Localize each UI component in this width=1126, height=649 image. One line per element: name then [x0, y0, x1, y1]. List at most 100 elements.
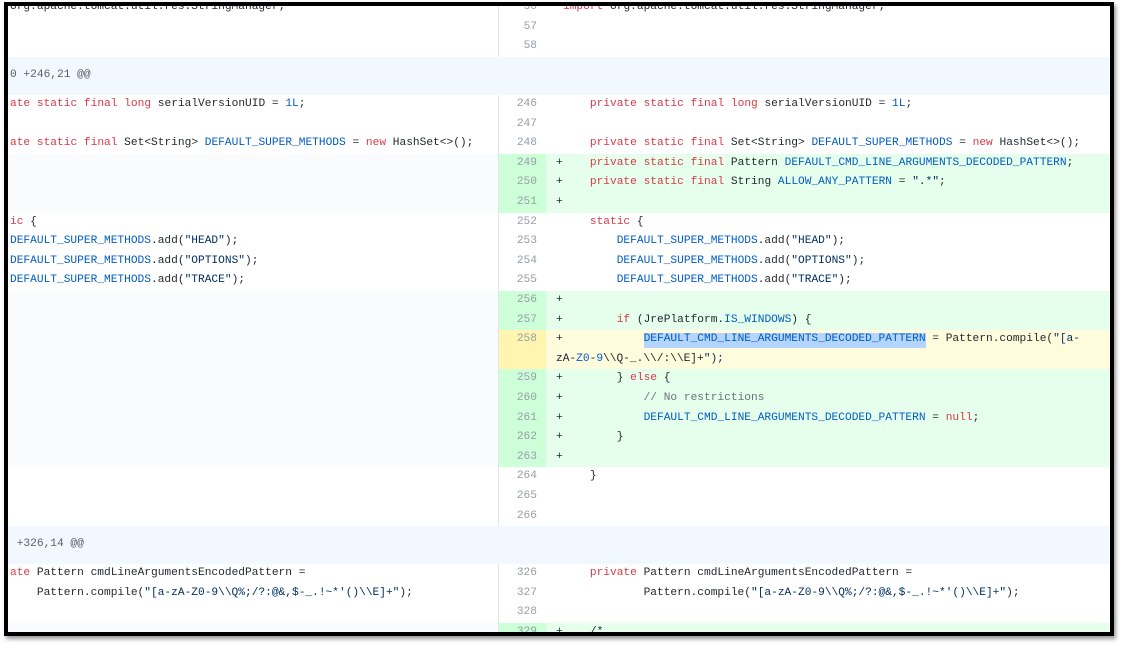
line-gutter: 255 — [498, 271, 546, 291]
line-number: 326 — [516, 567, 537, 580]
line-number: 266 — [516, 509, 537, 522]
line-gutter: 257 — [498, 310, 546, 331]
left-pane — [8, 447, 498, 468]
left-code: Pattern.compile("[a-zA-Z0-9\\Q%;/?:@&,$-… — [10, 586, 413, 599]
line-number: 252 — [516, 215, 537, 228]
left-pane: ate static final Set<String> DEFAULT_SUP… — [8, 134, 498, 154]
right-code: // No restrictions — [643, 392, 765, 404]
right-pane: private static final Set<String> DEFAULT… — [546, 134, 1110, 154]
diff-marker: + — [556, 176, 563, 189]
line-number: 247 — [516, 117, 537, 130]
line-gutter: 58 — [498, 37, 546, 57]
line-gutter: 253 — [498, 232, 546, 252]
text-selection — [643, 332, 926, 348]
line-number: 262 — [516, 431, 537, 444]
line-number: 254 — [516, 254, 537, 267]
diff-row: ate Pattern cmdLineArgumentsEncodedPatte… — [8, 564, 1110, 584]
diff-marker: + — [556, 196, 563, 208]
right-code: private Pattern cmdLineArgumentsEncodedP… — [589, 567, 913, 580]
right-pane — [546, 506, 1110, 527]
line-number: 58 — [523, 40, 537, 53]
right-code: private static final String ALLOW_ANY_PA… — [589, 176, 946, 189]
line-gutter: 262 — [498, 428, 546, 448]
diff-marker: + — [556, 372, 563, 385]
diff-row: 261 + DEFAULT_CMD_LINE_ARGUMENTS_DECODED_… — [8, 408, 1110, 429]
diff-row: 262 + } — [8, 428, 1110, 448]
line-gutter: 260 — [498, 389, 546, 409]
left-code: org.apache.tomcat.util.res.StringManager… — [10, 2, 286, 14]
diff-row: ic {252 static { — [8, 212, 1110, 233]
line-number: 251 — [516, 196, 537, 208]
line-gutter: 57 — [498, 17, 546, 38]
right-code: /* — [563, 626, 604, 636]
right-pane: + DEFAULT_CMD_LINE_ARGUMENTS_DECODED_PAT… — [546, 408, 1110, 429]
left-pane — [8, 487, 498, 507]
left-pane: DEFAULT_SUPER_METHODS.add("TRACE"); — [8, 271, 498, 291]
right-pane: + // No restrictions — [546, 389, 1110, 409]
line-number: 265 — [516, 490, 537, 502]
diff-row: ate static final long serialVersionUID =… — [8, 95, 1110, 115]
line-number: 56 — [523, 2, 537, 14]
right-pane: + private static final Pattern DEFAULT_C… — [546, 153, 1110, 174]
right-code: static { — [589, 215, 644, 228]
line-number: 250 — [516, 176, 537, 189]
right-code-wrap: zA-Z0-9\\Q-_.\\/:\\E]+"); — [556, 352, 724, 365]
right-pane: private static final long serialVersionU… — [546, 95, 1110, 115]
diff-row: 249 + private static final Pattern DEFAUL… — [8, 153, 1110, 174]
line-number: 57 — [523, 20, 537, 33]
right-code: import org.apache.tomcat.util.res.String… — [563, 2, 886, 14]
diff-marker: + — [556, 313, 563, 326]
diff-row: 251 + — [8, 193, 1110, 213]
right-pane: DEFAULT_SUPER_METHODS.add("TRACE"); — [546, 271, 1110, 291]
diff-row: 265 — [8, 487, 1110, 507]
diff-row: DEFAULT_SUPER_METHODS.add("OPTIONS"); 254… — [8, 251, 1110, 272]
left-pane — [8, 37, 498, 57]
diff-row: +326,14 @@ — [8, 526, 1110, 565]
right-pane: DEFAULT_SUPER_METHODS.add("OPTIONS"); — [546, 251, 1110, 272]
diff-row: DEFAULT_SUPER_METHODS.add("TRACE"); 255 D… — [8, 271, 1110, 291]
left-pane — [8, 114, 498, 135]
diff-row: 0 +246,21 @@ — [8, 57, 1110, 95]
diff-row: 329 + /* — [8, 623, 1110, 636]
diff-marker: + — [556, 156, 563, 169]
line-number: 246 — [516, 98, 537, 110]
line-gutter: 265 — [498, 487, 546, 507]
left-pane — [8, 173, 498, 193]
left-code: DEFAULT_SUPER_METHODS.add("TRACE"); — [10, 274, 246, 287]
diff-row: DEFAULT_SUPER_METHODS.add("HEAD"); 253 DE… — [8, 232, 1110, 252]
line-number: 257 — [516, 313, 537, 326]
line-gutter: 250 — [498, 173, 546, 193]
line-gutter: 251 — [498, 193, 546, 213]
right-code: DEFAULT_SUPER_METHODS.add("TRACE"); — [616, 274, 852, 287]
left-pane — [8, 291, 498, 311]
right-pane — [546, 603, 1110, 623]
line-number: 253 — [516, 235, 537, 248]
diff-marker: + — [556, 626, 563, 636]
right-code: if (JrePlatform.IS_WINDOWS) { — [616, 313, 812, 326]
line-gutter — [498, 526, 546, 565]
right-code: } — [563, 470, 597, 483]
line-number: 260 — [516, 392, 537, 404]
right-pane: + DEFAULT_CMD_LINE_ARGUMENTS_DECODED_PAT… — [546, 330, 1110, 370]
line-gutter: 247 — [498, 114, 546, 135]
right-code: Pattern.compile("[a-zA-Z0-9\\Q%;/?:@&,$-… — [563, 586, 1020, 599]
diff-marker: + — [556, 450, 563, 463]
diff-row: 250 + private static final String ALLOW_A… — [8, 173, 1110, 193]
right-pane: Pattern.compile("[a-zA-Z0-9\\Q%;/?:@&,$-… — [546, 583, 1110, 604]
line-number: 249 — [516, 156, 537, 169]
right-pane: + } — [546, 428, 1110, 448]
left-pane — [8, 428, 498, 448]
left-pane — [8, 467, 498, 487]
right-pane: + private static final String ALLOW_ANY_… — [546, 173, 1110, 193]
left-pane — [8, 153, 498, 174]
diff-row: org.apache.tomcat.util.res.StringManager… — [8, 2, 1110, 18]
line-number: 261 — [516, 411, 537, 424]
left-pane — [8, 193, 498, 213]
diff-row: 58 — [8, 37, 1110, 57]
line-gutter: 254 — [498, 251, 546, 272]
line-number: 264 — [516, 470, 537, 483]
left-pane — [8, 330, 498, 370]
right-code: } — [563, 431, 624, 444]
left-pane — [8, 506, 498, 527]
right-pane — [546, 37, 1110, 57]
